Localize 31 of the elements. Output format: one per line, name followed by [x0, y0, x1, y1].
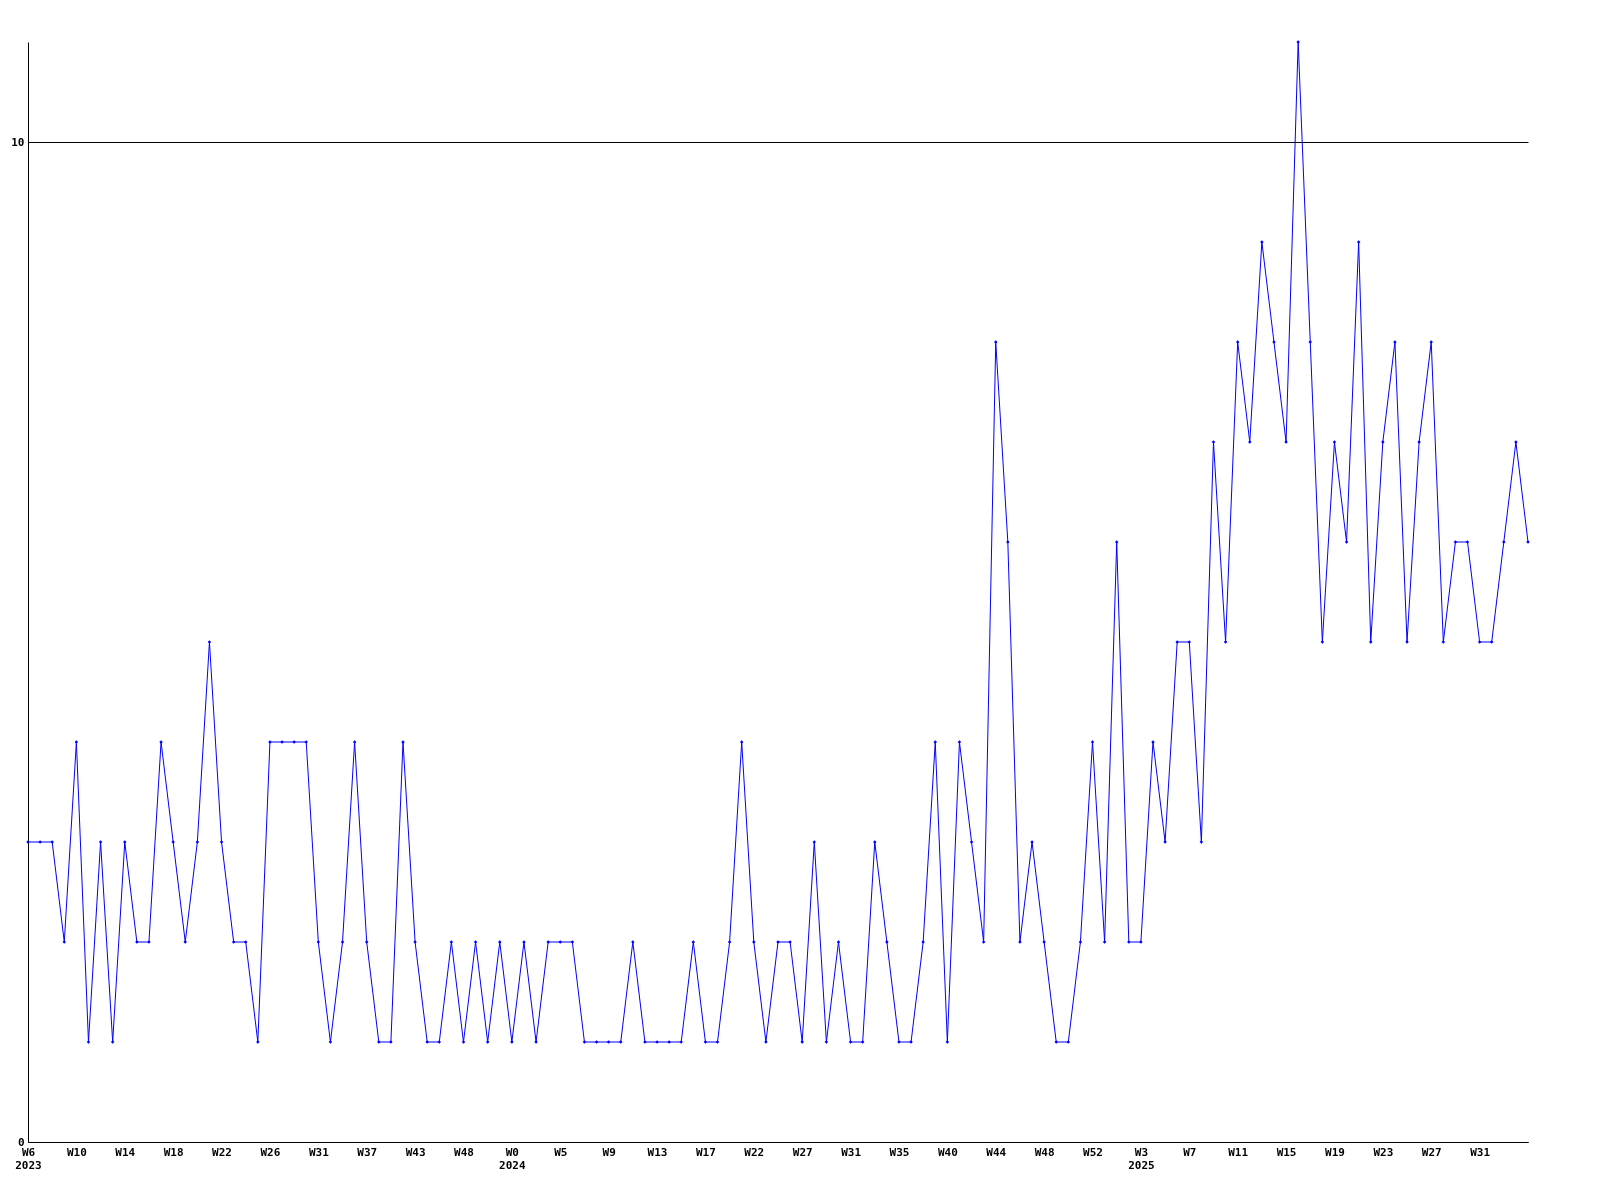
x-tick-label: W31 — [841, 1145, 862, 1159]
x-tick-label: W7 — [1183, 1145, 1197, 1159]
x-tick-label: W14 — [115, 1145, 136, 1159]
x-tick-label: W9 — [602, 1145, 616, 1159]
x-tick-label: W26 — [260, 1145, 281, 1159]
x-tick-label: W22 — [744, 1145, 765, 1159]
x-tick-label: W27 — [1421, 1145, 1442, 1159]
x-tick-label: W22 — [212, 1145, 232, 1159]
x-tick-label: W43 — [405, 1145, 426, 1159]
x-tick-label: W35 — [889, 1145, 910, 1159]
x-tick-label: W48 — [1034, 1145, 1055, 1159]
x-tick-label: W13 — [647, 1145, 668, 1159]
x-tick-label: W27 — [792, 1145, 813, 1159]
x-tick-label: W48 — [454, 1145, 474, 1159]
x-tick-label: W37 — [357, 1145, 378, 1159]
x-tick-label: W31 — [308, 1145, 330, 1159]
x-tick-label: W15 — [1276, 1145, 1297, 1159]
x-tick-label: W52 — [1083, 1145, 1103, 1159]
x-tick-label: W40 — [937, 1145, 958, 1159]
x-tick-label: W10 — [66, 1145, 87, 1159]
y-tick-label: 10 — [11, 135, 25, 149]
x-tick-label: W23 — [1373, 1145, 1394, 1159]
x-tick-label: W11 — [1228, 1145, 1249, 1159]
x-tick-label: W0 2024 — [499, 1145, 526, 1172]
x-tick-label: W18 — [163, 1145, 184, 1159]
x-tick-label: W3 2025 — [1128, 1145, 1155, 1172]
x-tick-label: W31 — [1470, 1145, 1491, 1159]
x-tick-label: W44 — [986, 1145, 1007, 1159]
x-tick-label: W19 — [1325, 1145, 1345, 1159]
x-tick-label: W5 — [554, 1145, 568, 1159]
x-tick-label: W17 — [695, 1145, 716, 1159]
